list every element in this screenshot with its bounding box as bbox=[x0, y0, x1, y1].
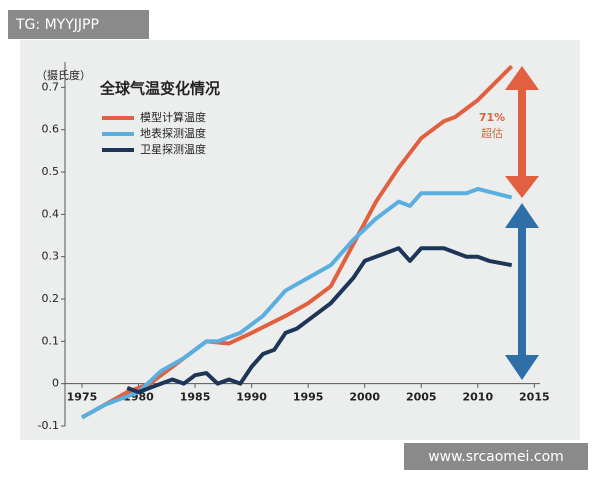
watermark-box bbox=[8, 10, 149, 39]
x-tick-label: 1985 bbox=[180, 391, 211, 404]
y-tick-label: 0.1 bbox=[42, 334, 60, 347]
y-axis-label: （摄氏度） bbox=[36, 68, 91, 82]
watermark: TG: MYYJJPP bbox=[15, 17, 99, 33]
x-tick-label: 1995 bbox=[293, 391, 324, 404]
arrows bbox=[505, 66, 539, 380]
y-tick-label: -0.1 bbox=[38, 419, 59, 432]
series-line bbox=[80, 186, 513, 420]
x-tick-label: 1975 bbox=[67, 391, 98, 404]
chart-title: 全球气温变化情况 bbox=[99, 80, 220, 98]
annotation: 超估 bbox=[481, 126, 503, 140]
x-tick-label: 2005 bbox=[406, 391, 437, 404]
legend-label: 模型计算温度 bbox=[140, 110, 206, 124]
y-tick-label: 0.2 bbox=[42, 292, 60, 305]
y-tick-label: 0 bbox=[52, 377, 59, 390]
watermark: www.srcaomei.com bbox=[428, 449, 564, 465]
x-tick-label: 2000 bbox=[349, 391, 380, 404]
x-tick-label: 2015 bbox=[519, 391, 550, 404]
x-tick-label: 1990 bbox=[236, 391, 267, 404]
y-tick-label: 0.4 bbox=[42, 207, 60, 220]
legend-label: 地表探测温度 bbox=[140, 126, 206, 140]
annotation: 71% bbox=[479, 111, 505, 124]
photo-background bbox=[20, 40, 580, 440]
watermark-box bbox=[404, 443, 588, 470]
series-line bbox=[80, 64, 514, 420]
y-tick-label: 0.6 bbox=[42, 123, 60, 136]
series-line bbox=[126, 246, 513, 395]
x-tick-label: 2010 bbox=[462, 391, 493, 404]
y-tick-label: 0.5 bbox=[42, 165, 60, 178]
legend-label: 卫星探测温度 bbox=[140, 142, 206, 156]
y-tick-label: 0.3 bbox=[42, 250, 60, 263]
y-tick-label: 0.7 bbox=[42, 80, 60, 93]
